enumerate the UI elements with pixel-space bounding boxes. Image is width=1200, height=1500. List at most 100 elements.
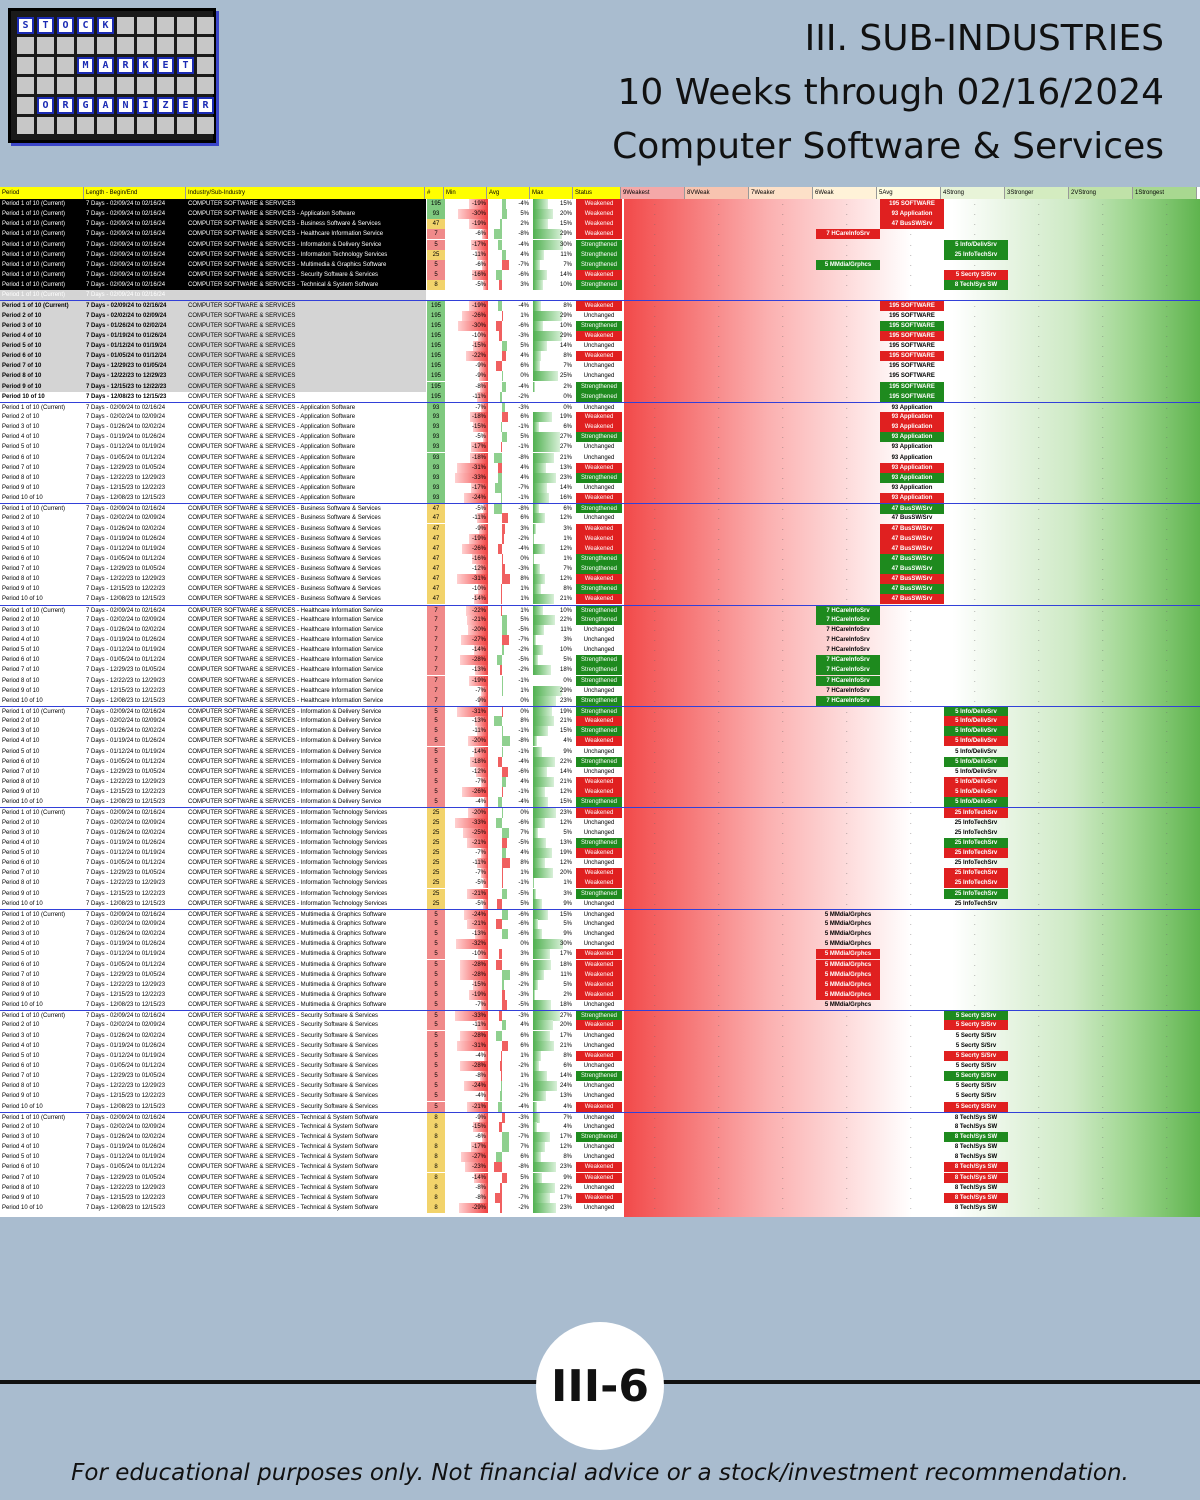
- count-cell: 93: [427, 482, 445, 493]
- strength-label: 93 Application: [891, 454, 933, 461]
- table-row: Period 1 of 10 (Current) 7 Days - 02/09/2…: [0, 908, 1200, 920]
- empty-cell: .: [718, 525, 720, 532]
- length-cell: 7 Days - 12/22/23 to 12/29/23: [86, 880, 166, 887]
- empty-cell: .: [782, 607, 784, 614]
- empty-cell: .: [1166, 221, 1168, 228]
- column-header[interactable]: #: [425, 187, 444, 199]
- logo-cell: [197, 77, 214, 94]
- avg-bar: [501, 442, 502, 453]
- min-cell: -23%: [471, 1164, 486, 1171]
- column-header[interactable]: Period: [0, 187, 84, 199]
- empty-cell: .: [1166, 261, 1168, 268]
- column-header[interactable]: 7Weaker: [749, 187, 813, 199]
- industry-cell: COMPUTER SOFTWARE & SERVICES - Informati…: [188, 900, 388, 907]
- empty-cell: .: [846, 535, 848, 542]
- count-cell: 25: [427, 868, 445, 879]
- column-header[interactable]: Industry/Sub-Industry: [186, 187, 425, 199]
- avg-bar: [498, 301, 502, 312]
- column-header[interactable]: 3Stronger: [1005, 187, 1069, 199]
- empty-cell: .: [1102, 616, 1104, 623]
- empty-cell: .: [1102, 393, 1104, 400]
- table-row: Period 8 of 10 7 Days - 12/22/23 to 12/29…: [0, 979, 1200, 990]
- empty-cell: .: [654, 566, 656, 573]
- empty-cell: .: [846, 525, 848, 532]
- empty-cell: .: [718, 616, 720, 623]
- empty-cell: .: [718, 566, 720, 573]
- industry-cell: COMPUTER SOFTWARE & SERVICES - Multimedi…: [188, 911, 387, 918]
- max-cell: 29%: [559, 312, 572, 319]
- max-bar: [533, 239, 563, 250]
- period-cell: Period 2 of 10: [2, 1022, 40, 1029]
- column-header[interactable]: Avg: [487, 187, 530, 199]
- avg-bar: [502, 726, 503, 737]
- length-cell: 7 Days - 12/08/23 to 12/15/23: [86, 393, 167, 400]
- empty-cell: .: [846, 506, 848, 513]
- empty-cell: .: [782, 221, 784, 228]
- empty-cell: .: [654, 413, 656, 420]
- logo-cell: [77, 37, 94, 54]
- empty-cell: .: [718, 1032, 720, 1039]
- column-header[interactable]: Status: [573, 187, 621, 199]
- column-header[interactable]: 6Weak: [813, 187, 877, 199]
- avg-bar: [501, 1081, 502, 1092]
- industry-cell: COMPUTER SOFTWARE & SERVICES: [188, 383, 296, 390]
- empty-cell: .: [718, 657, 720, 664]
- empty-cell: .: [718, 728, 720, 735]
- period-cell: Period 2 of 10: [2, 920, 40, 927]
- count-cell: 5: [427, 726, 445, 737]
- min-bar: [461, 310, 488, 321]
- column-header[interactable]: Max: [530, 187, 573, 199]
- empty-cell: .: [1038, 1062, 1040, 1069]
- column-header[interactable]: 5Avg: [877, 187, 941, 199]
- min-bar: [475, 716, 488, 727]
- period-cell: Period 7 of 10: [2, 667, 40, 674]
- status-badge: Weakened: [576, 533, 622, 544]
- empty-cell: .: [974, 971, 976, 978]
- min-cell: -21%: [471, 616, 486, 623]
- strength-label: 25 InfoTechSrv: [954, 819, 998, 826]
- empty-cell: .: [910, 709, 912, 716]
- empty-cell: .: [1038, 484, 1040, 491]
- max-cell: 12%: [559, 576, 572, 583]
- empty-cell: .: [974, 829, 976, 836]
- avg-cell: -1%: [518, 880, 529, 887]
- strength-label: 5 Secrty S/Srv: [944, 1101, 1008, 1112]
- industry-cell: COMPUTER SOFTWARE & SERVICES - Applicati…: [188, 464, 356, 471]
- table-row: Period 10 of 10 7 Days - 12/08/23 to 12/1…: [0, 695, 1200, 706]
- status-badge: Weakened: [576, 330, 622, 341]
- empty-cell: .: [910, 758, 912, 765]
- length-cell: 7 Days - 12/15/23 to 12/22/23: [86, 789, 166, 796]
- avg-bar: [502, 746, 503, 757]
- empty-cell: .: [1038, 474, 1040, 481]
- min-cell: -9%: [475, 363, 486, 370]
- column-header[interactable]: 9Weakest: [621, 187, 685, 199]
- max-bar: [533, 1202, 557, 1213]
- empty-cell: .: [1102, 353, 1104, 360]
- min-bar: [468, 736, 488, 747]
- empty-cell: .: [718, 637, 720, 644]
- empty-cell: .: [1038, 495, 1040, 502]
- column-header[interactable]: 8VWeak: [685, 187, 749, 199]
- empty-cell: .: [654, 697, 656, 704]
- column-header[interactable]: Length - Begin/End: [84, 187, 186, 199]
- column-header[interactable]: 2VStrong: [1069, 187, 1133, 199]
- industry-cell: COMPUTER SOFTWARE & SERVICES - Healthcar…: [188, 677, 384, 684]
- industry-cell: COMPUTER SOFTWARE & SERVICES - Security …: [188, 1103, 379, 1110]
- period-cell: Period 8 of 10: [2, 779, 40, 786]
- industry-cell: COMPUTER SOFTWARE & SERVICES - Informati…: [188, 709, 382, 716]
- max-cell: 17%: [559, 951, 572, 958]
- count-cell: 25: [427, 898, 445, 909]
- column-header[interactable]: 1Strongest: [1133, 187, 1197, 199]
- status-badge: Unchanged: [576, 402, 622, 413]
- max-bar: [533, 736, 538, 747]
- count-cell: 25: [427, 249, 445, 260]
- empty-cell: .: [846, 626, 848, 633]
- status-badge: Strengthened: [576, 1011, 622, 1022]
- column-header[interactable]: Min: [444, 187, 487, 199]
- empty-cell: .: [1102, 951, 1104, 958]
- empty-cell: .: [654, 271, 656, 278]
- column-header[interactable]: 4Strong: [941, 187, 1005, 199]
- max-cell: 1%: [563, 555, 572, 562]
- empty-cell: .: [782, 697, 784, 704]
- avg-bar: [499, 391, 502, 402]
